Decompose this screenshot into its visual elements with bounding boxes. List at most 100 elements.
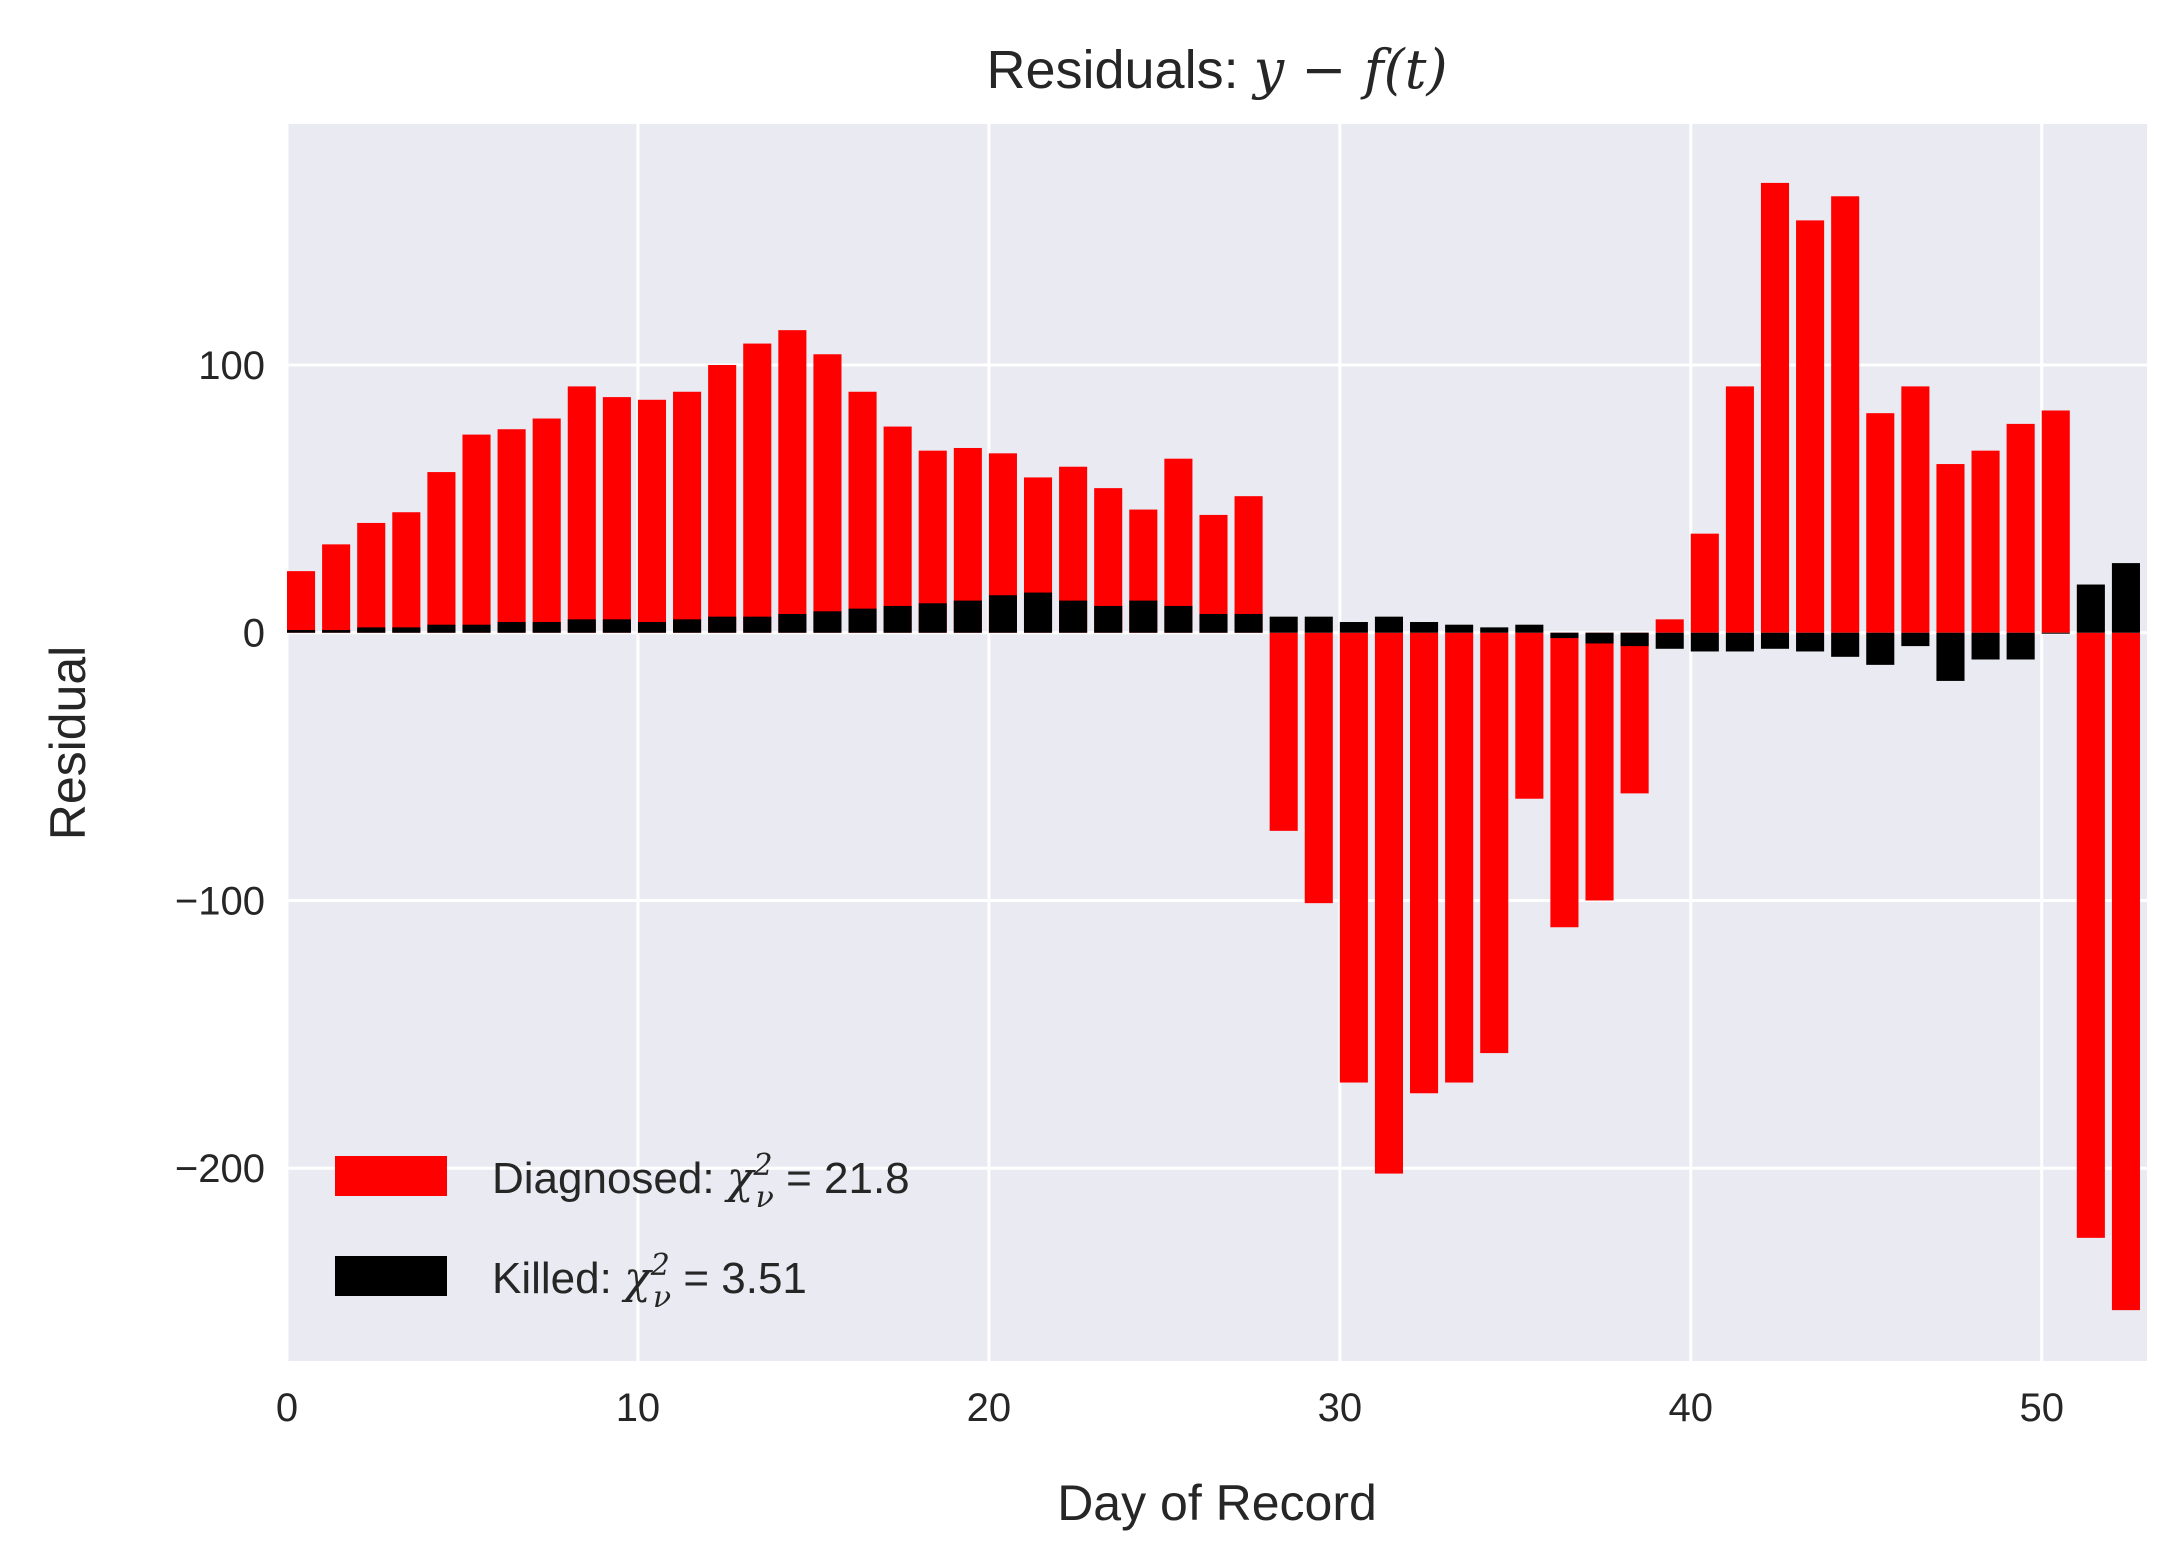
- diagnosed-bar: [2041, 410, 2070, 633]
- diagnosed-bar: [883, 426, 912, 633]
- x-tick-label: 20: [967, 1386, 1012, 1430]
- killed-bar: [1971, 632, 2000, 660]
- diagnosed-bar: [1234, 496, 1263, 633]
- diagnosed-bar: [1269, 632, 1298, 831]
- killed-bar: [1550, 632, 1579, 639]
- legend-swatch-killed: [335, 1256, 447, 1296]
- diagnosed-bar: [1655, 619, 1684, 633]
- killed-bar: [1585, 632, 1614, 644]
- diagnosed-bar: [848, 391, 877, 633]
- diagnosed-bar: [1480, 632, 1509, 1054]
- killed-bar: [708, 616, 737, 633]
- killed-bar: [462, 624, 491, 633]
- killed-bar: [1234, 613, 1263, 633]
- diagnosed-bar: [1585, 632, 1614, 901]
- x-tick-label: 0: [276, 1386, 298, 1430]
- legend: Diagnosed: χ2 ν = 21.8 Killed: χ2 ν = 3.51: [335, 1148, 910, 1315]
- diagnosed-bar: [1760, 182, 1790, 633]
- diagnosed-bar: [322, 544, 351, 633]
- killed-bar: [1374, 616, 1403, 633]
- diagnosed-bar: [2076, 632, 2105, 1238]
- killed-bar: [778, 613, 807, 633]
- diagnosed-bar: [1199, 514, 1228, 633]
- legend-diagnosed-eq: =: [774, 1154, 824, 1203]
- diagnosed-bar: [1690, 533, 1719, 633]
- diagnosed-bar: [1445, 632, 1474, 1083]
- diagnosed-bar: [1971, 450, 2000, 633]
- diagnosed-bar: [708, 364, 737, 633]
- diagnosed-bar: [918, 450, 947, 633]
- diagnosed-bar: [1550, 632, 1579, 928]
- legend-killed-prefix: Killed:: [492, 1254, 624, 1303]
- killed-bar: [497, 622, 526, 633]
- x-tick-label: 10: [616, 1386, 661, 1430]
- killed-bar: [2111, 563, 2140, 633]
- diagnosed-bar: [813, 354, 842, 633]
- diagnosed-bar: [462, 434, 491, 633]
- killed-bar: [1059, 600, 1088, 633]
- killed-bar: [1901, 632, 1930, 647]
- killed-bar: [1831, 632, 1860, 657]
- killed-bar: [1620, 632, 1649, 647]
- chart-title: Residuals: y − f(t): [986, 38, 1447, 101]
- killed-bar: [532, 622, 561, 633]
- legend-label-killed: Killed: χ2 ν = 3.51: [492, 1248, 807, 1315]
- killed-bar: [1445, 624, 1474, 633]
- killed-bar: [2076, 584, 2105, 633]
- diagnosed-bar: [427, 472, 456, 633]
- killed-bar: [1936, 632, 1965, 681]
- diagnosed-bar: [1164, 458, 1193, 633]
- killed-bar: [1339, 622, 1368, 633]
- diagnosed-bar: [1304, 632, 1333, 904]
- killed-bar: [1760, 632, 1790, 649]
- killed-bar: [1866, 632, 1895, 665]
- legend-swatch-diagnosed: [335, 1156, 447, 1196]
- killed-bar: [637, 622, 667, 633]
- y-tick-label: 100: [198, 344, 265, 388]
- diagnosed-bar: [1725, 386, 1754, 633]
- killed-bar: [1410, 622, 1439, 633]
- killed-bar: [918, 603, 947, 633]
- y-tick-labels: 100 0 −100 −200: [175, 344, 265, 1191]
- killed-bar: [1199, 613, 1228, 633]
- killed-bar: [1725, 632, 1754, 652]
- killed-bar: [1515, 624, 1544, 633]
- killed-bar: [1023, 592, 1053, 633]
- x-axis-title: Day of Record: [1057, 1475, 1377, 1531]
- killed-series: [287, 563, 2140, 681]
- legend-diagnosed-sub: ν: [756, 1180, 774, 1215]
- diagnosed-bar: [1936, 464, 1965, 633]
- x-tick-label: 30: [1318, 1386, 1363, 1430]
- killed-bar: [813, 611, 842, 633]
- legend-killed-value: 3.51: [721, 1254, 807, 1303]
- diagnosed-bar: [673, 391, 702, 633]
- killed-bar: [602, 619, 631, 633]
- killed-bar: [848, 608, 877, 633]
- diagnosed-bar: [1620, 632, 1649, 794]
- killed-bar: [357, 627, 386, 633]
- title-math: y − f(t): [1252, 38, 1448, 101]
- legend-label-diagnosed: Diagnosed: χ2 ν = 21.8: [492, 1148, 910, 1215]
- killed-bar: [1480, 627, 1509, 633]
- x-tick-label: 50: [2019, 1386, 2064, 1430]
- killed-bar: [427, 624, 456, 633]
- killed-bar: [1164, 605, 1193, 633]
- killed-bar: [953, 600, 982, 633]
- killed-bar: [2041, 632, 2070, 634]
- legend-diagnosed-prefix: Diagnosed:: [492, 1154, 727, 1203]
- diagnosed-bar: [1866, 413, 1895, 633]
- legend-killed-chi: χ: [621, 1253, 653, 1304]
- x-tick-label: 40: [1669, 1386, 1714, 1430]
- diagnosed-bar: [287, 571, 316, 633]
- killed-bar: [1690, 632, 1719, 652]
- diagnosed-bar: [567, 386, 596, 633]
- killed-bar: [1094, 605, 1123, 633]
- diagnosed-bar: [2006, 423, 2035, 633]
- killed-bar: [883, 605, 912, 633]
- diagnosed-bar: [778, 330, 807, 633]
- killed-bar: [2006, 632, 2035, 660]
- killed-bar: [1796, 632, 1825, 652]
- diagnosed-bar: [2111, 632, 2140, 1311]
- killed-bar: [988, 595, 1017, 633]
